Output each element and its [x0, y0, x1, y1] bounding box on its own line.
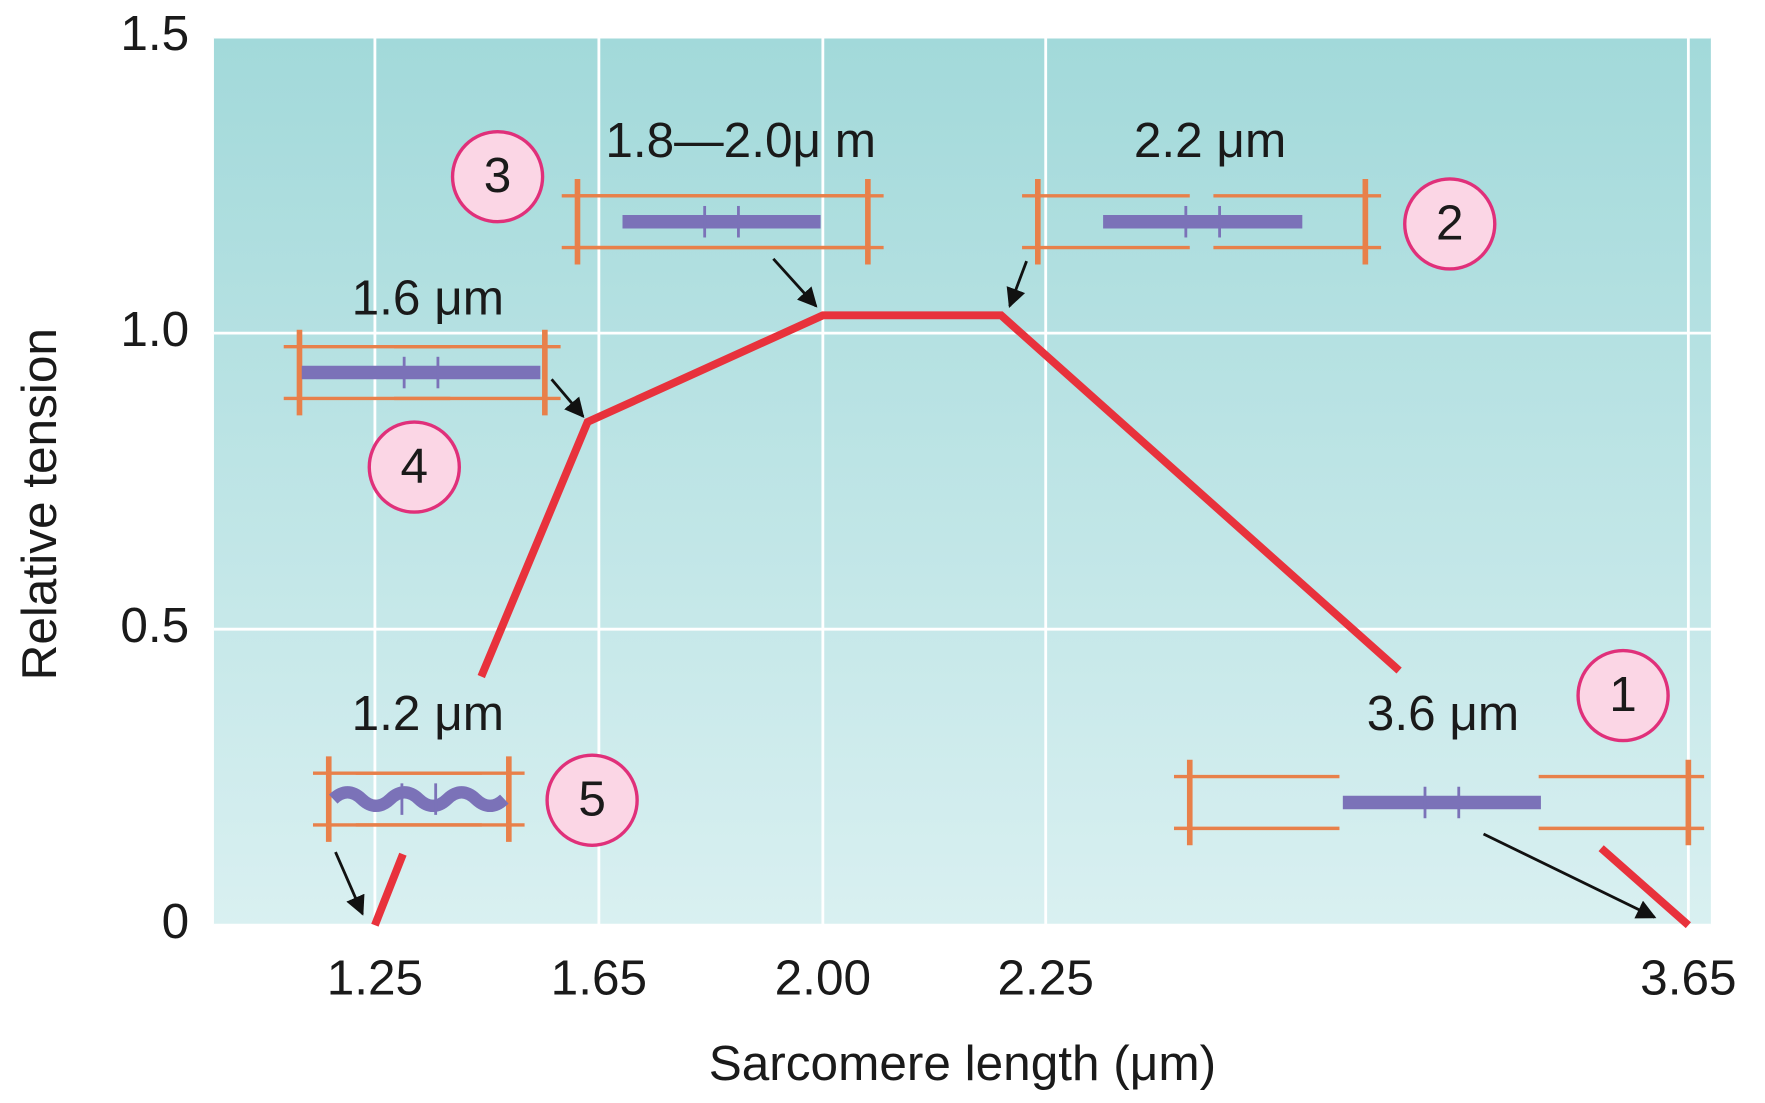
chart: Sarcomere length (μm) Relative tension 1… [0, 0, 1765, 1103]
length-label: 1.6 μm [352, 271, 504, 326]
x-tick-label: 3.65 [1640, 951, 1736, 1006]
marker-number: 1 [1609, 667, 1637, 722]
marker-number: 2 [1436, 195, 1464, 250]
y-tick-label: 1.0 [120, 302, 189, 357]
x-tick-label: 2.00 [775, 951, 871, 1006]
marker-number: 4 [401, 438, 429, 493]
x-axis-title: Sarcomere length (μm) [709, 1036, 1216, 1091]
marker-number: 5 [578, 772, 606, 827]
marker-number: 3 [484, 148, 512, 203]
y-axis-title: Relative tension [12, 328, 67, 680]
y-tick-label: 1.5 [120, 6, 189, 61]
x-tick-label: 1.25 [327, 951, 423, 1006]
page: {"chart_data": { "type": "line", "x_labe… [0, 0, 1765, 1103]
length-label: 1.2 μm [352, 686, 504, 741]
y-tick-label: 0.5 [120, 598, 189, 653]
y-tick-label: 0 [162, 894, 190, 949]
thick-filament [333, 792, 504, 806]
length-label: 2.2 μm [1134, 113, 1286, 168]
length-label: 3.6 μm [1367, 686, 1519, 741]
length-label: 1.8—2.0μ m [605, 113, 876, 168]
x-tick-label: 1.65 [551, 951, 647, 1006]
x-tick-label: 2.25 [998, 951, 1094, 1006]
